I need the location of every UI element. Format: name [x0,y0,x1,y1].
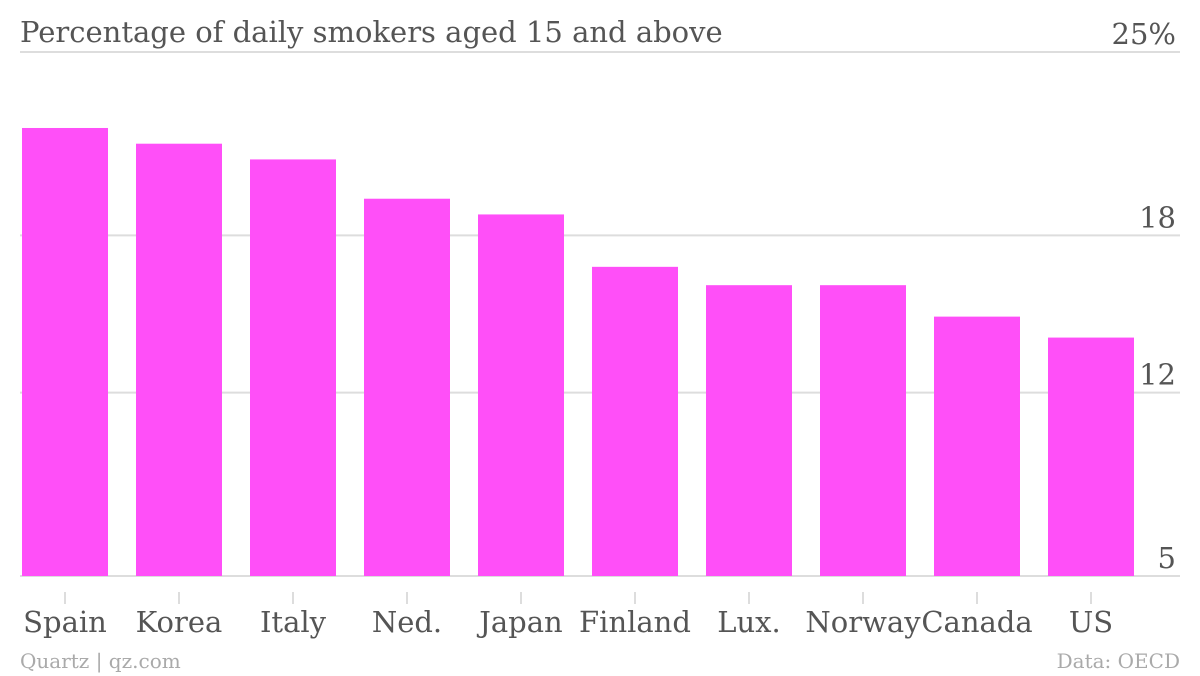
x-axis-labels: Spain Korea Italy Ned. Japan Finland Lux. Norwa… [23,592,1113,639]
y-tick-label: 5 [1158,541,1176,575]
bar-italy [250,159,336,577]
x-tick-label: Finland [579,605,691,639]
bar-lux [706,285,792,576]
bar-ned [364,198,450,576]
x-tick-label: Korea [136,605,223,639]
bar-finland [592,266,678,576]
data-source: Data: OECD [1057,649,1180,673]
bars [22,127,1134,577]
x-tick-label: Lux. [717,605,781,639]
x-tick-label: US [1069,605,1113,639]
bar-japan [478,214,564,576]
y-tick-label: 12 [1139,358,1176,392]
source-credit: Quartz | qz.com [20,649,181,674]
bar-us [1048,337,1134,576]
x-tick-label: Japan [476,605,562,639]
x-tick-label: Spain [23,605,107,639]
x-tick-label: Ned. [372,605,442,639]
bar-spain [22,127,108,576]
bar-canada [934,316,1020,576]
chart-title: Percentage of daily smokers aged 15 and … [20,15,723,49]
bar-korea [136,143,222,576]
y-axis-ticks: 5 12 18 25% [1112,17,1176,575]
bar-norway [820,285,906,576]
x-tick-label: Norway [805,605,921,639]
y-tick-label: 18 [1139,200,1176,234]
x-tick-label: Italy [260,605,327,639]
x-tick-label: Canada [921,605,1032,639]
y-tick-label: 25% [1112,17,1176,51]
